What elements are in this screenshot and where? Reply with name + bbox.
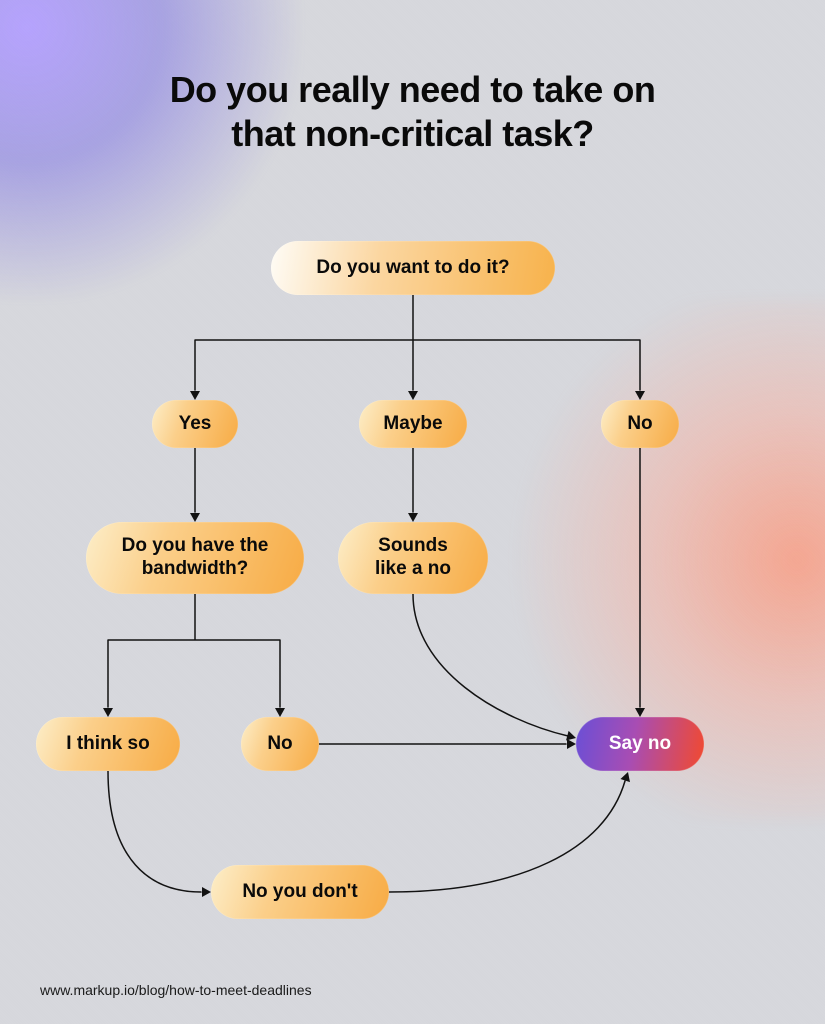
source-url: www.markup.io/blog/how-to-meet-deadlines xyxy=(40,982,312,998)
node-maybe: Maybe xyxy=(359,400,467,448)
node-bandwidth-label: Do you have the bandwidth? xyxy=(122,535,269,581)
node-no2-label: No xyxy=(267,733,292,756)
title-line-1: Do you really need to take on xyxy=(170,69,656,110)
node-no2: No xyxy=(241,717,319,771)
node-sounds-label: Sounds like a no xyxy=(375,535,451,581)
node-think: I think so xyxy=(36,717,180,771)
node-think-label: I think so xyxy=(66,733,149,756)
node-q_want: Do you want to do it? xyxy=(271,241,555,295)
node-yes: Yes xyxy=(152,400,238,448)
node-sayno-label: Say no xyxy=(609,733,671,756)
node-sounds: Sounds like a no xyxy=(338,522,488,594)
node-noyoudont: No you don't xyxy=(211,865,389,919)
node-noyoudont-label: No you don't xyxy=(242,881,357,904)
node-bandwidth: Do you have the bandwidth? xyxy=(86,522,304,594)
node-maybe-label: Maybe xyxy=(383,413,442,436)
node-no1-label: No xyxy=(627,413,652,436)
node-yes-label: Yes xyxy=(179,413,212,436)
page-title: Do you really need to take on that non-c… xyxy=(0,68,825,156)
title-line-2: that non-critical task? xyxy=(231,113,594,154)
node-sayno: Say no xyxy=(576,717,704,771)
node-no1: No xyxy=(601,400,679,448)
infographic-canvas: Do you really need to take on that non-c… xyxy=(0,0,825,1024)
node-q_want-label: Do you want to do it? xyxy=(316,257,509,280)
